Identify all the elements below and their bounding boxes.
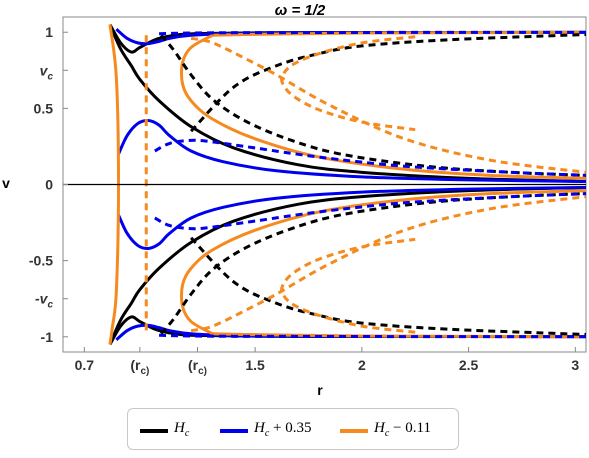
series-3-curve-0 [160,34,587,177]
legend-label-hc: Hc [174,420,190,439]
series-4-curve-0 [154,138,587,177]
series-2-curve-2 [179,189,587,336]
y-tick-label: -vc [35,291,53,311]
series-1-curve-0 [117,119,587,183]
series-4-curve-2 [159,30,587,36]
y-axis-label: v [2,175,10,191]
y-tick-label: 0.5 [34,100,54,116]
series-4-curve-1 [154,192,587,231]
y-tick-label: vc [40,62,54,82]
x-tick-label: 0.7 [75,357,95,373]
x-tick-label: (rc) [188,357,207,377]
legend-swatch-orange [340,429,368,433]
series-0-curve-1 [108,186,587,345]
x-tick-label: (rc) [130,357,149,377]
plot-curves [108,23,587,346]
series-5-curve-2 [190,195,587,333]
series-3-curve-1 [160,192,587,335]
x-tick-label: 3 [571,357,579,373]
legend: Hc Hc + 0.35 Hc − 0.11 [127,408,459,450]
legend-swatch-blue [220,429,248,433]
y-tick-label: 0 [45,177,53,193]
series-0-curve-0 [108,24,587,183]
x-tick-label: 2 [358,357,366,373]
y-tick-label: 1 [45,24,53,40]
x-axis-label: r [317,382,323,398]
series-2-curve-1 [179,33,587,180]
chart-title: ω = 1/2 [275,2,326,19]
series-5-curve-3 [280,35,416,132]
series-3-curve-3 [190,236,587,336]
x-tick-label: 2.5 [459,357,479,373]
series-5-curve-4 [280,237,416,334]
legend-label-hc-minus: Hc − 0.11 [374,420,431,439]
legend-swatch-black [140,429,168,433]
y-tick-label: -1 [41,329,54,345]
series-5-curve-1 [190,36,587,174]
x-tick-label: 1.5 [245,357,265,373]
series-4-curve-3 [159,333,587,339]
legend-label-hc-plus: Hc + 0.35 [254,420,312,439]
series-1-curve-1 [117,186,587,250]
series-3-curve-2 [190,33,587,133]
plot-axes [63,31,586,352]
y-tick-label: -0.5 [29,253,53,269]
series-2-curve-0 [108,24,121,345]
